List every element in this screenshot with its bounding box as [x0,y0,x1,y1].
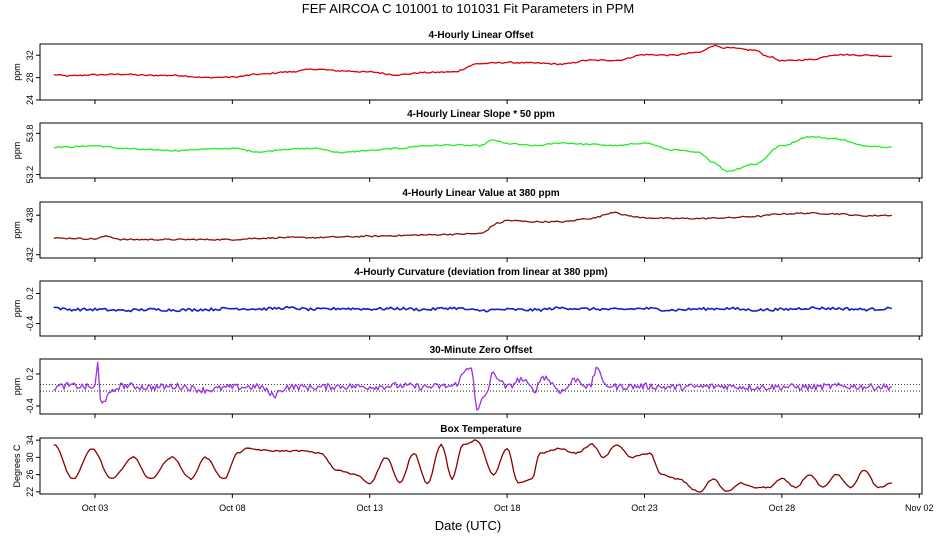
x-tick-label: Oct 23 [631,503,658,513]
plot-frame [39,437,923,495]
data-series [53,135,892,173]
y-tick-label: -0.4 [25,316,35,332]
x-tick-label: Oct 13 [356,503,383,513]
y-axis-label: ppm [12,300,22,318]
plot-frame [39,122,923,179]
y-axis-label: ppm [12,221,22,239]
x-tick-label: Oct 18 [494,503,521,513]
panel-title: Box Temperature [440,424,522,435]
plot-frame [39,280,923,337]
y-tick-label: 0.2 [25,368,35,381]
panel-4: 4-Hourly Curvature (deviation from linea… [12,267,923,340]
data-series [53,306,892,313]
panel-2: 4-Hourly Linear Slope * 50 ppm 53.2 53.8pp… [12,109,923,184]
plot-frame [39,358,923,415]
panel-title: 30-Minute Zero Offset [430,345,533,356]
y-tick-label: 0.2 [25,287,35,300]
y-tick-label: 53.8 [25,125,35,143]
panel-3: 4-Hourly Linear Value at 380 ppm 432 438pp… [12,188,923,262]
data-series [53,44,892,79]
y-tick-label: 438 [25,208,35,223]
panel-title: 4-Hourly Linear Value at 380 ppm [402,188,559,199]
y-tick-label: 34 [25,435,35,445]
panel-title: 4-Hourly Curvature (deviation from linea… [354,267,607,278]
x-tick-label: Oct 28 [769,503,796,513]
y-tick-label: 30 [25,452,35,462]
y-tick-label: 26 [25,470,35,480]
y-axis-label: ppm [12,142,22,160]
x-tick-label: Oct 08 [219,503,246,513]
y-axis-label: Degrees C [12,444,22,488]
panel-title: 4-Hourly Linear Slope * 50 ppm [407,109,555,120]
y-tick-label: 28 [25,73,35,83]
y-tick-label: 32 [25,50,35,60]
panel-title: 4-Hourly Linear Offset [428,30,534,41]
data-series [53,211,892,241]
y-axis-label: ppm [12,63,22,81]
y-tick-label: 22 [25,487,35,497]
plot-frame [39,43,923,101]
plot-frame [39,201,923,259]
data-series [53,361,892,411]
data-series [53,439,892,493]
x-axis-label: Date (UTC) [435,518,501,533]
y-tick-label: 53.2 [25,166,35,184]
y-tick-label: -0.4 [25,398,35,414]
x-tick-label: Nov 02 [905,503,934,513]
y-axis-label: ppm [12,378,22,396]
x-tick-label: Oct 03 [82,503,109,513]
y-tick-label: 24 [25,95,35,105]
y-tick-label: 432 [25,247,35,262]
figure-title: FEF AIRCOA C 101001 to 101031 Fit Parame… [302,1,634,16]
